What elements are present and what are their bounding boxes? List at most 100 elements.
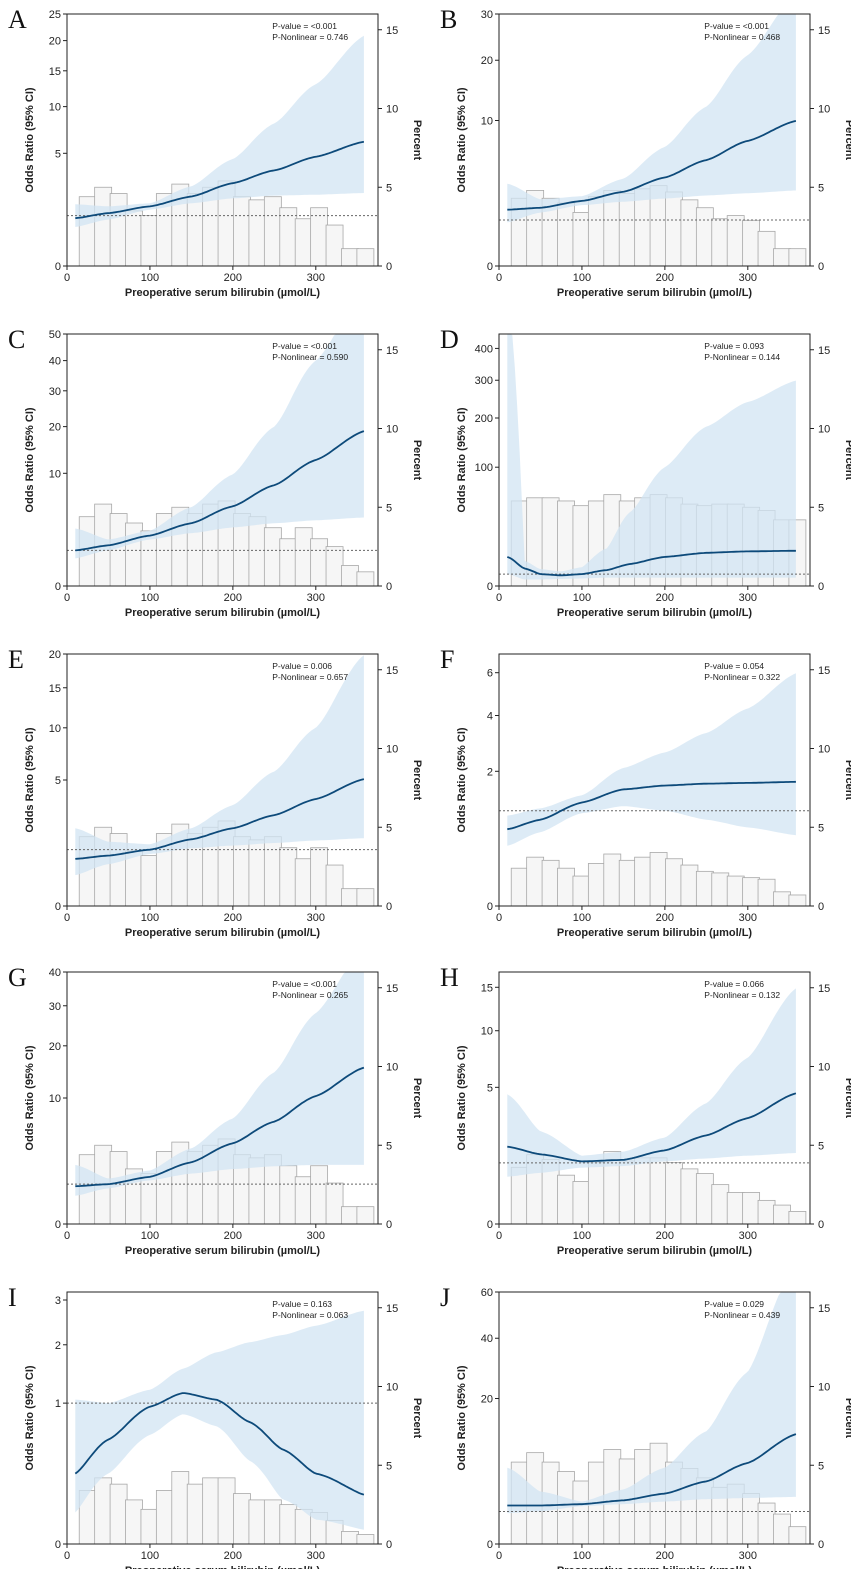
histogram-bar bbox=[279, 538, 298, 586]
x-tick-label: 200 bbox=[224, 1230, 242, 1242]
histogram-bar bbox=[742, 219, 761, 266]
histogram-bar bbox=[294, 858, 313, 906]
y2-axis-title: Percent bbox=[411, 1398, 423, 1439]
y2-tick-label: 0 bbox=[386, 901, 392, 913]
histogram-bar bbox=[279, 1165, 298, 1224]
y2-axis-title: Percent bbox=[843, 760, 851, 801]
x-tick-label: 0 bbox=[64, 1230, 70, 1242]
or-curve bbox=[506, 549, 796, 577]
panel-letter: B bbox=[440, 5, 457, 34]
y-tick-label: 15 bbox=[49, 66, 61, 78]
y2-tick-label: 0 bbox=[818, 1219, 824, 1231]
p-value-label: P-value = 0.006 bbox=[272, 661, 332, 671]
p-nonlinear-label: P-Nonlinear = 0.439 bbox=[704, 1310, 780, 1320]
histogram-bar bbox=[742, 1493, 761, 1544]
y-tick-label: 10 bbox=[481, 1026, 493, 1038]
y2-tick-label: 15 bbox=[386, 665, 398, 677]
or-curve bbox=[75, 778, 365, 860]
y-axis-title: Odds Ratio (95% CI) bbox=[456, 1365, 468, 1470]
p-nonlinear-label: P-Nonlinear = 0.746 bbox=[272, 32, 348, 42]
plot-frame bbox=[498, 653, 811, 907]
confidence-band bbox=[507, 988, 796, 1177]
y2-tick-label: 5 bbox=[818, 502, 824, 514]
y2-tick-label: 10 bbox=[386, 1062, 398, 1074]
histogram-bar bbox=[665, 1162, 683, 1224]
y2-tick-label: 10 bbox=[818, 1382, 830, 1394]
histogram-bar bbox=[125, 210, 143, 266]
y-tick-label: 20 bbox=[481, 55, 493, 67]
histogram-bar bbox=[248, 1499, 267, 1544]
p-value-label: P-value = 0.093 bbox=[704, 341, 764, 351]
histogram-bar bbox=[140, 1173, 159, 1224]
p-value-label: P-value = 0.066 bbox=[704, 979, 764, 989]
histogram-bar bbox=[510, 867, 529, 906]
y-tick-label: 400 bbox=[475, 343, 493, 355]
x-axis-title: Preoperative serum bilirubin (µmol/L) bbox=[557, 287, 753, 299]
y-tick-label: 0 bbox=[487, 1539, 493, 1551]
y-tick-label: 10 bbox=[49, 1093, 61, 1105]
y2-tick-label: 5 bbox=[818, 822, 824, 834]
y-axis-title: Odds Ratio (95% CI) bbox=[24, 727, 36, 832]
y-tick-label: 40 bbox=[49, 967, 61, 979]
x-tick-label: 300 bbox=[739, 1230, 757, 1242]
confidence-band bbox=[507, 14, 796, 223]
histogram-bar bbox=[788, 1210, 807, 1224]
histogram-bar bbox=[233, 196, 251, 266]
y2-tick-label: 0 bbox=[386, 1539, 392, 1551]
histogram-bar bbox=[341, 248, 359, 266]
p-nonlinear-label: P-Nonlinear = 0.132 bbox=[704, 990, 780, 1000]
panel-f: 0 100 200 300 0 2 4 6 0 5 10 15 Preoperative serum b… bbox=[440, 645, 851, 939]
plot-frame bbox=[498, 1291, 811, 1545]
histogram-bar bbox=[726, 1192, 745, 1224]
y-axis-title: Odds Ratio (95% CI) bbox=[456, 727, 468, 832]
histogram-bar bbox=[310, 1165, 329, 1224]
histogram-bar bbox=[279, 847, 298, 906]
histogram-bar bbox=[773, 891, 791, 906]
x-axis-title: Preoperative serum bilirubin (µmol/L) bbox=[125, 607, 321, 619]
panel-letter: E bbox=[8, 645, 24, 674]
histogram-bar bbox=[341, 888, 359, 906]
p-value-label: P-value = 0.029 bbox=[704, 1299, 764, 1309]
histogram-bar bbox=[557, 202, 575, 266]
histogram-bar bbox=[109, 513, 128, 586]
y2-tick-label: 0 bbox=[818, 261, 824, 273]
x-tick-label: 300 bbox=[307, 592, 325, 604]
x-tick-label: 100 bbox=[141, 1230, 159, 1242]
x-tick-label: 0 bbox=[64, 912, 70, 924]
y2-tick-label: 10 bbox=[386, 424, 398, 436]
or-curve bbox=[75, 140, 365, 220]
x-tick-label: 200 bbox=[656, 1550, 674, 1562]
y-tick-label: 30 bbox=[49, 1001, 61, 1013]
confidence-band bbox=[75, 655, 364, 876]
x-tick-label: 200 bbox=[224, 912, 242, 924]
p-nonlinear-label: P-Nonlinear = 0.590 bbox=[272, 352, 348, 362]
y2-tick-label: 15 bbox=[818, 665, 830, 677]
x-axis-title: Preoperative serum bilirubin (µmol/L) bbox=[557, 1245, 753, 1257]
confidence-band bbox=[75, 1310, 364, 1530]
y2-tick-label: 0 bbox=[818, 901, 824, 913]
confidence-band bbox=[75, 334, 364, 559]
y-tick-label: 50 bbox=[49, 329, 61, 341]
x-tick-label: 0 bbox=[496, 592, 502, 604]
y2-tick-label: 10 bbox=[818, 424, 830, 436]
x-tick-label: 300 bbox=[307, 1230, 325, 1242]
x-axis-title: Preoperative serum bilirubin (µmol/L) bbox=[557, 1565, 753, 1569]
histogram-bar bbox=[618, 193, 637, 266]
histogram-bar bbox=[726, 875, 745, 906]
p-nonlinear-label: P-Nonlinear = 0.657 bbox=[272, 672, 348, 682]
histogram-bar bbox=[680, 864, 699, 906]
or-curve bbox=[74, 1392, 365, 1496]
y-tick-label: 25 bbox=[49, 9, 61, 21]
y2-tick-label: 0 bbox=[386, 1219, 392, 1231]
y2-tick-label: 15 bbox=[818, 983, 830, 995]
p-nonlinear-label: P-Nonlinear = 0.144 bbox=[704, 352, 780, 362]
histogram-bar bbox=[94, 186, 113, 266]
panel-letter: G bbox=[8, 963, 27, 992]
panel-letter: J bbox=[440, 1283, 450, 1312]
histogram-bar bbox=[541, 859, 560, 906]
y-tick-label: 5 bbox=[55, 775, 61, 787]
panel-i: 0 100 200 300 0 1 2 3 0 5 10 15 Preoperative serum b… bbox=[8, 1283, 423, 1569]
panel-letter: C bbox=[8, 325, 25, 354]
